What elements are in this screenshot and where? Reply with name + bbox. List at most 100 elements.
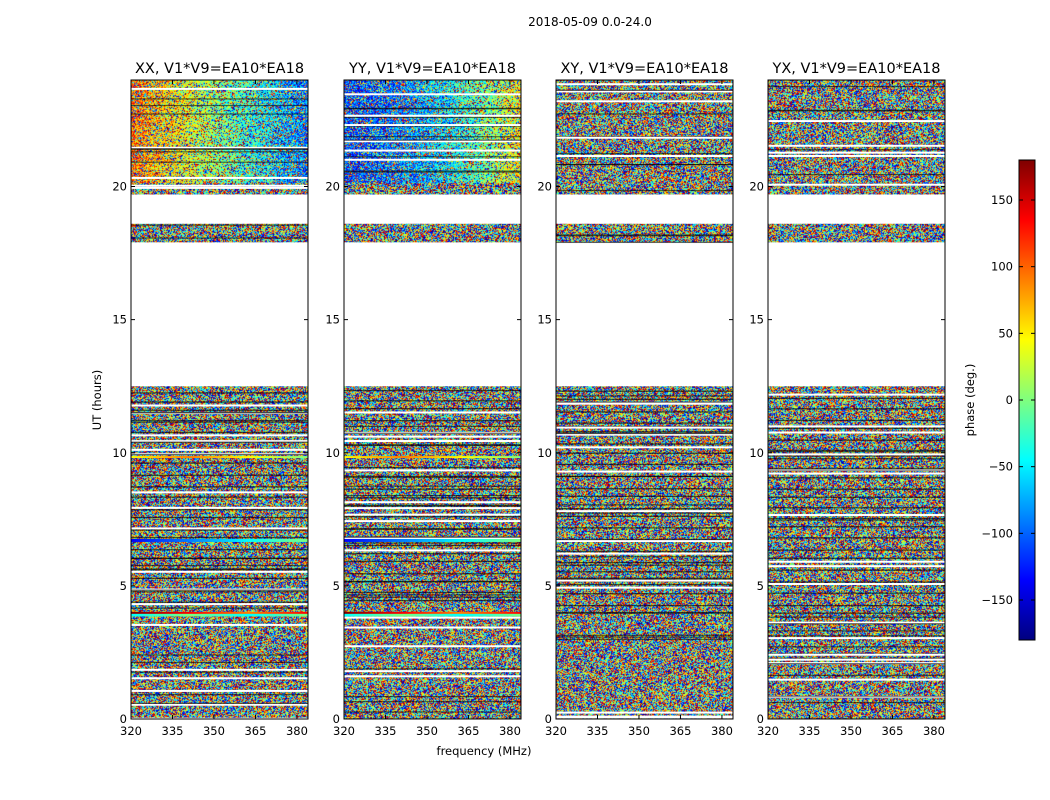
dark-row xyxy=(344,573,521,575)
flagged-row xyxy=(556,711,733,714)
flagged-row xyxy=(344,537,521,540)
dark-row xyxy=(131,569,308,571)
colorbar-tick-label: 50 xyxy=(998,326,1013,340)
dark-row xyxy=(131,151,308,153)
x-tick-label: 350 xyxy=(628,724,650,738)
dark-row xyxy=(556,508,733,510)
dark-row xyxy=(344,594,521,596)
dark-row xyxy=(131,577,308,579)
x-tick-label: 335 xyxy=(162,724,184,738)
dark-row xyxy=(556,512,733,514)
dark-row xyxy=(768,467,945,469)
flagged-row xyxy=(131,717,308,719)
y-tick-label: 5 xyxy=(545,579,552,593)
flagged-row xyxy=(768,678,945,681)
flagged-row xyxy=(768,425,945,428)
y-tick-label: 5 xyxy=(333,579,340,593)
dark-row xyxy=(344,156,521,158)
dark-row xyxy=(131,421,308,423)
coherent-stripe xyxy=(131,611,308,614)
dark-row xyxy=(131,564,308,567)
dark-row xyxy=(344,476,521,478)
dark-row xyxy=(131,661,308,664)
dark-row xyxy=(768,592,945,594)
dark-row xyxy=(131,104,308,107)
flagged-row xyxy=(556,579,733,582)
panel-title: XX, V1*V9=EA10*EA18 xyxy=(135,61,304,77)
flagged-row xyxy=(344,616,521,619)
dark-row xyxy=(556,432,733,435)
dark-row xyxy=(768,696,945,698)
flagged-row xyxy=(768,144,945,147)
flagged-row xyxy=(344,501,521,504)
phase-image xyxy=(768,80,945,195)
dark-row xyxy=(556,638,733,640)
dark-row xyxy=(131,694,308,696)
dark-row xyxy=(768,408,945,410)
y-tick-label: 5 xyxy=(120,579,127,593)
flagged-row xyxy=(131,184,308,187)
colorbar-tick-label: 150 xyxy=(991,193,1013,207)
dark-row xyxy=(344,668,521,670)
dark-row xyxy=(131,148,308,150)
dark-row xyxy=(344,505,521,507)
dark-row xyxy=(344,485,521,487)
y-tick-label: 0 xyxy=(545,712,552,726)
dark-row xyxy=(556,636,733,638)
dark-row xyxy=(556,443,733,445)
flagged-row xyxy=(768,154,945,157)
dark-row xyxy=(556,556,733,558)
dark-row xyxy=(344,488,521,490)
dark-row xyxy=(556,593,733,595)
dark-row xyxy=(556,235,733,237)
dark-row xyxy=(344,536,521,538)
flagged-row xyxy=(344,626,521,629)
dark-row xyxy=(344,580,521,583)
panel-image xyxy=(131,80,308,719)
flagged-row xyxy=(344,140,521,143)
dark-row xyxy=(556,431,733,433)
dark-row xyxy=(556,577,733,579)
dark-row xyxy=(131,224,308,226)
flagged-row xyxy=(768,658,945,661)
flagged-row xyxy=(344,670,521,673)
dark-row xyxy=(768,455,945,457)
dark-row xyxy=(768,427,945,430)
x-axis-label: frequency (MHz) xyxy=(437,744,532,758)
flagged-row xyxy=(768,514,945,517)
y-tick-label: 20 xyxy=(325,180,340,194)
dark-row xyxy=(131,529,308,531)
dark-row xyxy=(344,494,521,497)
flagged-row xyxy=(344,645,521,648)
dark-row xyxy=(768,173,945,176)
flagged-row xyxy=(131,703,308,706)
coherent-stripe xyxy=(344,613,521,617)
flagged-row xyxy=(556,100,733,103)
dark-row xyxy=(131,591,308,593)
flagged-row xyxy=(556,446,733,449)
dark-row xyxy=(768,616,945,618)
dark-row xyxy=(768,646,945,648)
panel-title: YY, V1*V9=EA10*EA18 xyxy=(348,61,516,77)
flagged-row xyxy=(344,440,521,443)
coherent-stripe xyxy=(131,456,308,459)
dark-row xyxy=(344,475,521,477)
dark-row xyxy=(344,516,521,518)
dark-row xyxy=(768,662,945,665)
flagged-row xyxy=(131,668,308,671)
dark-row xyxy=(556,234,733,236)
coherent-stripe xyxy=(131,613,308,617)
dark-row xyxy=(131,113,308,115)
panel-xx: XX, V1*V9=EA10*EA18 320 335 350 365 380 0 5 10 15… xyxy=(112,61,309,738)
flagged-row xyxy=(768,183,945,186)
dark-row xyxy=(131,654,308,656)
dark-row xyxy=(131,411,308,414)
dark-row xyxy=(556,89,733,91)
flagged-row xyxy=(344,411,521,414)
dark-row xyxy=(556,604,733,607)
flagged-row xyxy=(131,186,308,189)
flagged-row xyxy=(131,146,308,149)
dark-row xyxy=(556,583,733,586)
dark-row xyxy=(556,495,733,498)
x-tick-label: 365 xyxy=(669,724,691,738)
